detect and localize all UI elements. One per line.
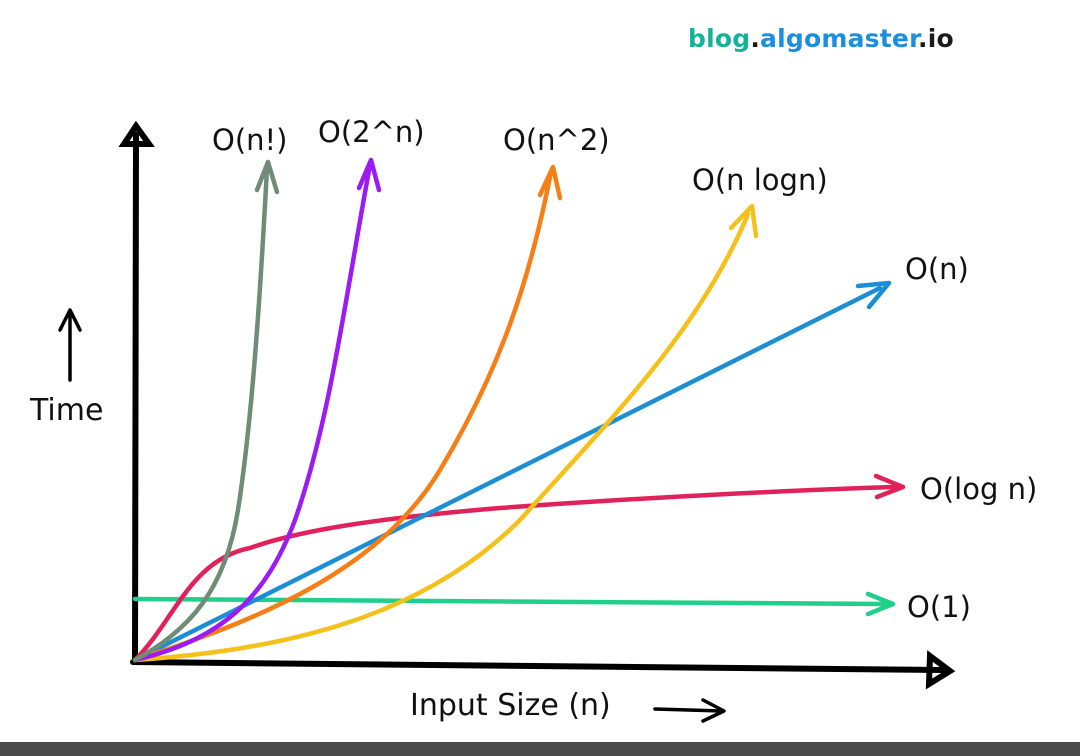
watermark-part-algomaster: algomaster: [760, 24, 919, 53]
curve-onlogn-line: [132, 211, 751, 663]
curve-on-arrowhead: [855, 280, 892, 310]
curves: O(1) O(log n) O(n) O(n logn) O(n^2): [132, 115, 1037, 663]
curve-ologn-arrowhead: [873, 473, 906, 500]
curve-o2n-arrowhead: [356, 157, 382, 193]
right-arrow-icon: [653, 698, 726, 723]
x-axis-line: [130, 659, 948, 673]
curve-o2n-line: [132, 162, 373, 663]
curve-onf: O(n!): [132, 123, 287, 663]
x-axis-label: Input Size (n): [410, 688, 611, 723]
curve-onf-label: O(n!): [212, 123, 287, 157]
curve-on2-label: O(n^2): [503, 123, 610, 157]
curve-ologn: O(log n): [132, 472, 1037, 663]
x-axis-arrowhead: [925, 650, 956, 690]
curve-on2-line: [132, 169, 554, 663]
curve-ologn-label: O(log n): [920, 472, 1037, 506]
bottom-border: [0, 742, 1080, 756]
curve-onf-line: [132, 165, 270, 663]
curve-onlogn-arrowhead: [728, 203, 759, 239]
watermark-part-io: io: [927, 24, 954, 53]
curve-onlogn-label: O(n logn): [692, 163, 828, 197]
curve-ologn-line: [132, 484, 898, 663]
axes: [118, 120, 956, 690]
y-axis-line: [132, 132, 139, 665]
x-axis-label-group: Input Size (n): [410, 688, 726, 723]
watermark-part-blog: blog: [688, 24, 751, 53]
curve-onlogn: O(n logn): [132, 163, 828, 663]
curve-onf-arrowhead: [254, 159, 280, 195]
watermark-dot: .: [918, 24, 928, 53]
up-arrow-icon: [58, 308, 82, 382]
curve-on: O(n): [132, 252, 969, 663]
curve-o1-arrowhead: [865, 591, 896, 617]
y-axis-arrowhead: [118, 120, 155, 147]
curve-o2n-label: O(2^n): [318, 115, 425, 149]
curve-o2n: O(2^n): [132, 115, 425, 663]
curve-on2-arrowhead: [537, 164, 563, 201]
curve-o1-label: O(1): [907, 590, 971, 624]
y-axis-label-group: Time: [29, 308, 103, 428]
watermark: blog.algomaster.io: [688, 24, 954, 53]
curve-on-label: O(n): [905, 252, 969, 286]
curve-on-line: [132, 285, 883, 663]
watermark-dot: .: [750, 24, 761, 53]
curve-on2: O(n^2): [132, 123, 610, 663]
y-axis-label: Time: [29, 393, 103, 428]
